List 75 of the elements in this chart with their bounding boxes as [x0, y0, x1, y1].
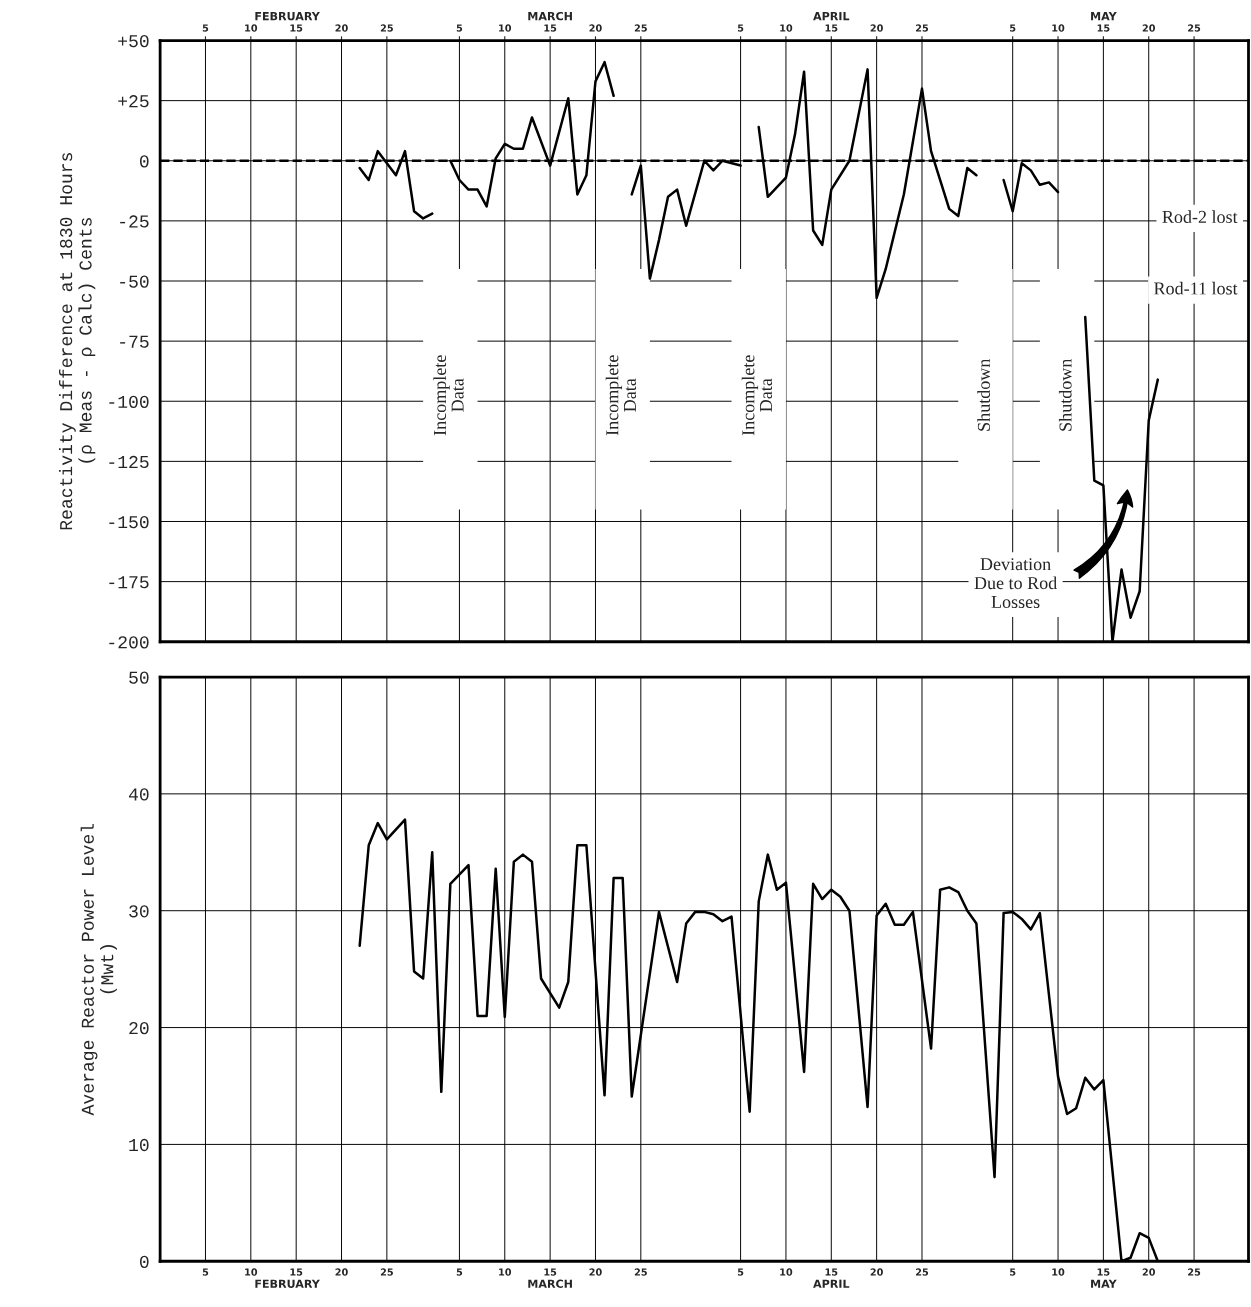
x-tick-label: 20 [335, 24, 348, 32]
x-tick-label: 5 [737, 1268, 744, 1276]
x-tick-label: 25 [915, 1268, 929, 1276]
x-tick-label: 25 [380, 1268, 393, 1276]
y-tick-label: 0 [139, 155, 149, 168]
x-tick-label: 15 [825, 1268, 838, 1276]
x2-tick-label: MARCH [528, 11, 572, 21]
x-tick-label: 20 [1142, 24, 1156, 32]
x-tick-label: 20 [335, 1268, 348, 1276]
x-tick-label: 5 [456, 1268, 463, 1276]
y-tick-label: -150 [109, 515, 149, 529]
y-tick-label: 40 [128, 788, 149, 801]
x-tick-label: 25 [634, 1268, 647, 1276]
x-tick-label: 20 [589, 1268, 602, 1276]
x-tick-label: 25 [1188, 1268, 1201, 1276]
y-tick-label: -200 [109, 636, 149, 649]
x-tick-label: 10 [245, 24, 258, 32]
x-tick-label: 5 [456, 24, 463, 32]
y-tick-label: 0 [139, 1255, 149, 1268]
x-tick-label: 15 [1097, 24, 1110, 32]
y-tick-label: +50 [118, 34, 149, 48]
band-label: Incomplete Data [741, 355, 773, 436]
x-tick-label: 10 [245, 1268, 258, 1276]
y-tick-label: 10 [129, 1138, 149, 1152]
x-tick-label: 5 [737, 24, 744, 32]
annotation: Rod-11 lost [1154, 281, 1238, 295]
x-tick-label: 15 [290, 1268, 303, 1276]
x-tick-label: 15 [290, 24, 303, 32]
annotation: Deviation Due to Rod Losses [974, 558, 1057, 609]
y-tick-label: -175 [109, 576, 149, 589]
y-axis-title: Reactivity Difference at 1830 Hours (ρ Meas - ρ Calc) Cents [58, 153, 96, 530]
x-tick-label: 15 [544, 1268, 557, 1276]
x-tick-label: 25 [915, 24, 929, 32]
x-tick-label: 15 [544, 24, 557, 32]
annotation: Rod-2 lost [1162, 210, 1238, 223]
y-tick-label: -25 [120, 215, 149, 228]
x-tick-label: 10 [1052, 1268, 1065, 1276]
x-tick-label: 20 [870, 24, 883, 32]
x2-tick-label: MAY [1091, 1279, 1117, 1288]
band-label: Shutdown [1058, 358, 1072, 431]
x-tick-label: 5 [202, 1268, 209, 1276]
x-tick-label: 25 [1188, 24, 1201, 32]
x-tick-label: 5 [202, 24, 209, 32]
x-tick-label: 20 [589, 24, 602, 32]
x2-tick-label: FEBRUARY [255, 1279, 320, 1288]
x-tick-label: 5 [1010, 24, 1016, 32]
x2-tick-label: APRIL [813, 1279, 850, 1288]
band-label: Incomplete Data [605, 355, 637, 436]
y-tick-label: -75 [120, 335, 149, 348]
x-tick-label: 10 [499, 24, 512, 32]
x2-tick-label: FEBRUARY [255, 12, 320, 21]
x-tick-label: 25 [380, 24, 393, 32]
x-tick-label: 10 [1052, 24, 1065, 32]
x-tick-label: 15 [1097, 1268, 1110, 1276]
x-tick-label: 10 [780, 1268, 793, 1276]
y-tick-label: 30 [129, 905, 149, 918]
x-tick-label: 25 [634, 24, 647, 32]
x-tick-label: 10 [499, 1268, 512, 1276]
y-tick-label: -50 [120, 275, 149, 288]
band-label: Shutdown [977, 358, 990, 431]
y-axis-title: Average Reactor Power Level (Mwt) [80, 823, 117, 1116]
band-label: Incomplete Data [433, 355, 464, 436]
x-tick-label: 20 [870, 1268, 883, 1276]
x-tick-label: 5 [1010, 1268, 1016, 1276]
y-tick-label: 20 [129, 1022, 149, 1035]
x2-tick-label: APRIL [813, 12, 850, 21]
y-tick-label: 50 [129, 671, 149, 684]
y-tick-label: -125 [109, 455, 149, 469]
x-tick-label: 10 [780, 24, 793, 32]
y-tick-label: +25 [118, 95, 149, 108]
x2-tick-label: MARCH [528, 1279, 572, 1288]
y-tick-label: -100 [109, 395, 149, 408]
x-tick-label: 20 [1142, 1268, 1156, 1276]
x2-tick-label: MAY [1091, 12, 1117, 21]
x-tick-label: 15 [825, 24, 838, 32]
